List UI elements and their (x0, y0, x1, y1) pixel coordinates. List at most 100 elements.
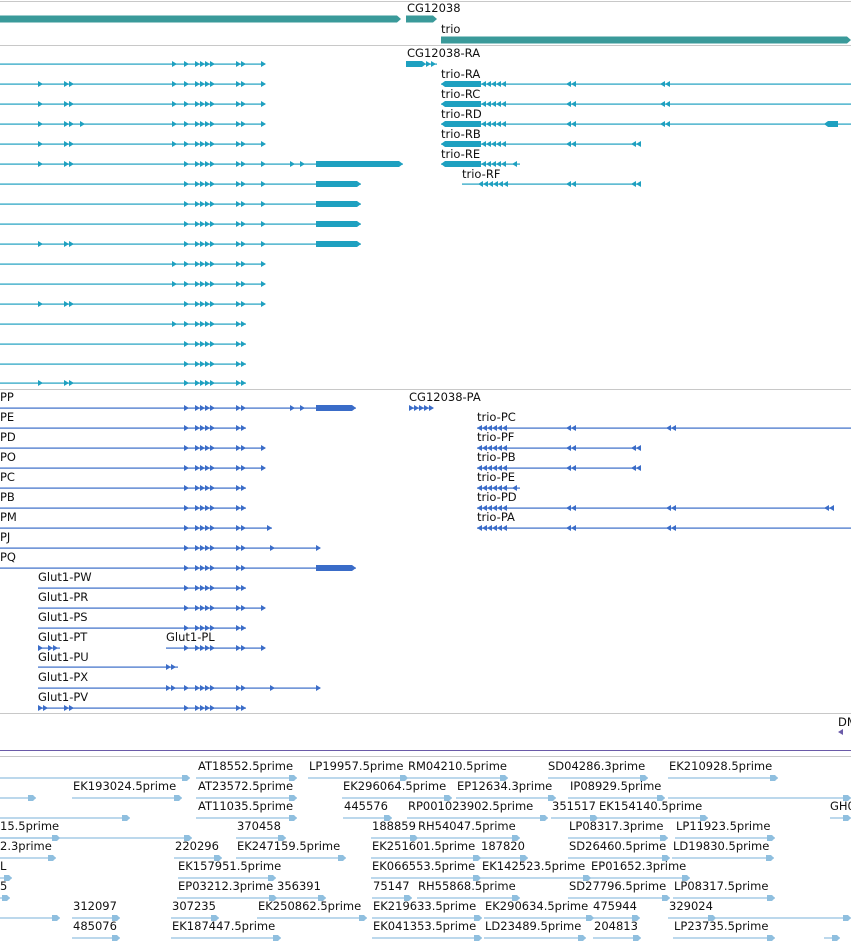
est-label[interactable]: EK187447.5prime (172, 919, 276, 933)
est-label[interactable]: L (0, 859, 7, 873)
est-feature[interactable] (540, 815, 548, 821)
protein-label[interactable]: Glut1-PV (38, 690, 89, 704)
est-label[interactable]: EK041353.5prime (373, 919, 477, 933)
est-feature[interactable] (473, 855, 481, 861)
est-label[interactable]: EK142523.5prime (482, 859, 586, 873)
est-feature[interactable] (520, 855, 528, 861)
est-feature[interactable] (410, 835, 418, 841)
protein-label[interactable]: trio-PE (477, 470, 516, 484)
est-feature[interactable] (767, 935, 775, 941)
est-feature[interactable] (122, 815, 130, 821)
est-feature[interactable] (660, 835, 668, 841)
est-label[interactable]: LP08317.5prime (674, 879, 769, 893)
est-label[interactable]: 5 (0, 879, 8, 893)
est-label[interactable]: 15.5prime (0, 819, 60, 833)
est-label[interactable]: LD19830.5prime (673, 839, 770, 853)
est-feature[interactable] (590, 815, 598, 821)
est-feature[interactable] (843, 795, 851, 801)
protein-label[interactable]: PP (0, 390, 14, 404)
est-feature[interactable] (289, 795, 297, 801)
est-label[interactable]: RP001023902.5prime (408, 799, 534, 813)
est-feature[interactable] (500, 775, 508, 781)
est-label[interactable]: EK251601.5prime (372, 839, 476, 853)
est-label[interactable]: EK154140.5prime (599, 799, 703, 813)
est-label[interactable]: EK219633.5prime (373, 899, 477, 913)
transcript-label[interactable]: trio-RD (441, 107, 482, 121)
gene-feature[interactable] (406, 15, 437, 23)
est-label[interactable]: AT11035.5prime (198, 799, 294, 813)
est-label[interactable]: IP08929.5prime (570, 779, 662, 793)
est-feature[interactable] (289, 815, 297, 821)
protein-label[interactable]: PD (0, 430, 16, 444)
est-feature[interactable] (359, 915, 367, 921)
est-label[interactable]: EK250862.5prime (258, 899, 362, 913)
est-label[interactable]: RM04210.5prime (408, 759, 507, 773)
gene-feature[interactable] (0, 15, 401, 23)
est-label[interactable]: AT23572.5prime (198, 779, 294, 793)
est-feature[interactable] (662, 895, 670, 901)
est-label[interactable]: EK247159.5prime (237, 839, 341, 853)
est-feature[interactable] (682, 875, 690, 881)
est-label[interactable]: LP08317.3prime (569, 819, 664, 833)
est-feature[interactable] (512, 835, 520, 841)
est-feature[interactable] (583, 875, 591, 881)
transcript-label[interactable]: CG12038-RA (407, 46, 481, 60)
est-feature[interactable] (211, 915, 219, 921)
est-label[interactable]: 351517 (552, 799, 596, 813)
transcript-label[interactable]: trio-RE (441, 147, 481, 161)
protein-label[interactable]: CG12038-PA (409, 390, 481, 404)
est-feature[interactable] (112, 915, 120, 921)
est-feature[interactable] (770, 775, 778, 781)
est-label[interactable]: 356391 (277, 879, 321, 893)
est-label[interactable]: GH0 (830, 799, 851, 813)
misc-feature-arrow[interactable] (838, 729, 843, 735)
est-label[interactable]: LD23489.5prime (485, 919, 582, 933)
est-feature[interactable] (268, 875, 276, 881)
protein-label[interactable]: Glut1-PS (38, 610, 88, 624)
est-feature[interactable] (184, 835, 192, 841)
est-label[interactable]: SD26460.5prime (569, 839, 667, 853)
est-feature[interactable] (843, 915, 851, 921)
est-feature[interactable] (2, 895, 10, 901)
est-feature[interactable] (52, 915, 60, 921)
est-feature[interactable] (843, 815, 851, 821)
est-feature[interactable] (700, 815, 708, 821)
transcript-label[interactable]: trio-RF (462, 167, 501, 181)
est-label[interactable]: EK066553.5prime (372, 859, 476, 873)
est-label[interactable]: EK290634.5prime (485, 899, 589, 913)
est-feature[interactable] (548, 795, 556, 801)
est-label[interactable]: 370458 (237, 819, 281, 833)
est-feature[interactable] (708, 915, 716, 921)
est-label[interactable]: EK210928.5prime (669, 759, 773, 773)
transcript-label[interactable]: trio-RB (441, 127, 481, 141)
est-feature[interactable] (767, 835, 775, 841)
protein-label[interactable]: PC (0, 470, 15, 484)
est-label[interactable]: EK193024.5prime (73, 779, 177, 793)
est-feature[interactable] (174, 795, 182, 801)
est-feature[interactable] (578, 935, 586, 941)
misc-feature-label[interactable]: DM (838, 715, 851, 729)
est-label[interactable]: SD04286.3prime (548, 759, 646, 773)
protein-label[interactable]: trio-PF (477, 430, 515, 444)
protein-label[interactable]: PM (0, 510, 17, 524)
est-label[interactable]: 485076 (73, 919, 117, 933)
est-label[interactable]: LP19957.5prime (309, 759, 404, 773)
est-label[interactable]: SD27796.5prime (569, 879, 667, 893)
est-label[interactable]: 187820 (481, 839, 525, 853)
est-feature[interactable] (273, 935, 281, 941)
est-feature[interactable] (48, 855, 56, 861)
est-label[interactable]: RH55868.5prime (418, 879, 516, 893)
est-feature[interactable] (586, 915, 594, 921)
est-label[interactable]: 312097 (73, 899, 117, 913)
transcript-label[interactable]: trio-RA (441, 67, 481, 81)
est-feature[interactable] (318, 895, 326, 901)
protein-label[interactable]: trio-PA (477, 510, 515, 524)
protein-label[interactable]: trio-PB (477, 450, 516, 464)
est-feature[interactable] (214, 855, 222, 861)
est-label[interactable]: EP01652.3prime (591, 859, 687, 873)
est-feature[interactable] (767, 895, 775, 901)
gene-label[interactable]: trio (441, 22, 461, 36)
est-label[interactable]: EK157951.5prime (178, 859, 282, 873)
protein-label[interactable]: PB (0, 490, 15, 504)
est-label[interactable]: 475944 (593, 899, 637, 913)
